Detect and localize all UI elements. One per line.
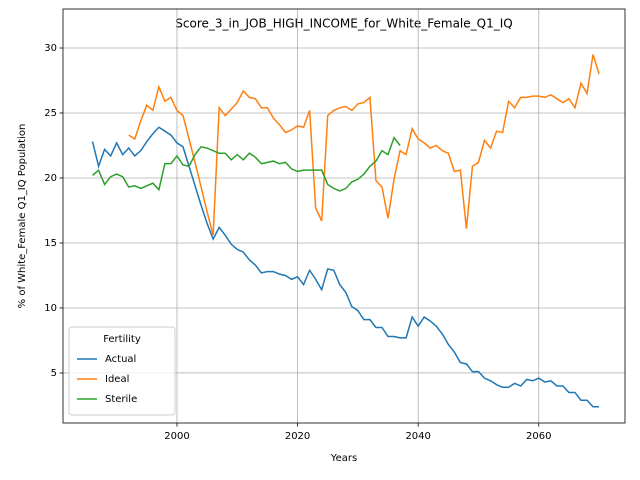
- legend-box: [68, 326, 176, 416]
- y-tick-label: 5: [51, 368, 57, 379]
- legend-label: Ideal: [105, 374, 129, 385]
- x-tick-label: 2000: [164, 431, 189, 442]
- x-tick-label: 2020: [285, 431, 310, 442]
- chart-title: Score_3_in_JOB_HIGH_INCOME_for_White_Fem…: [175, 17, 512, 31]
- y-tick-label: 10: [44, 303, 57, 314]
- x-tick-label: 2040: [405, 431, 430, 442]
- legend-title: Fertility: [103, 334, 141, 345]
- y-axis-label: % of White_Female Q1_IQ Population: [17, 124, 28, 309]
- plot-frame: [62, 8, 626, 424]
- legend-label: Actual: [105, 354, 136, 365]
- y-tick-label: 25: [44, 108, 57, 119]
- x-axis-label: Years: [330, 453, 357, 464]
- line-series: [92, 136, 401, 192]
- y-tick-label: 20: [44, 173, 57, 184]
- y-tick-label: 30: [44, 43, 57, 54]
- y-tick-label: 15: [44, 238, 57, 249]
- line-series: [128, 54, 600, 236]
- line-series: [91, 126, 600, 408]
- legend-label: Sterile: [105, 394, 137, 405]
- x-tick-label: 2060: [526, 431, 551, 442]
